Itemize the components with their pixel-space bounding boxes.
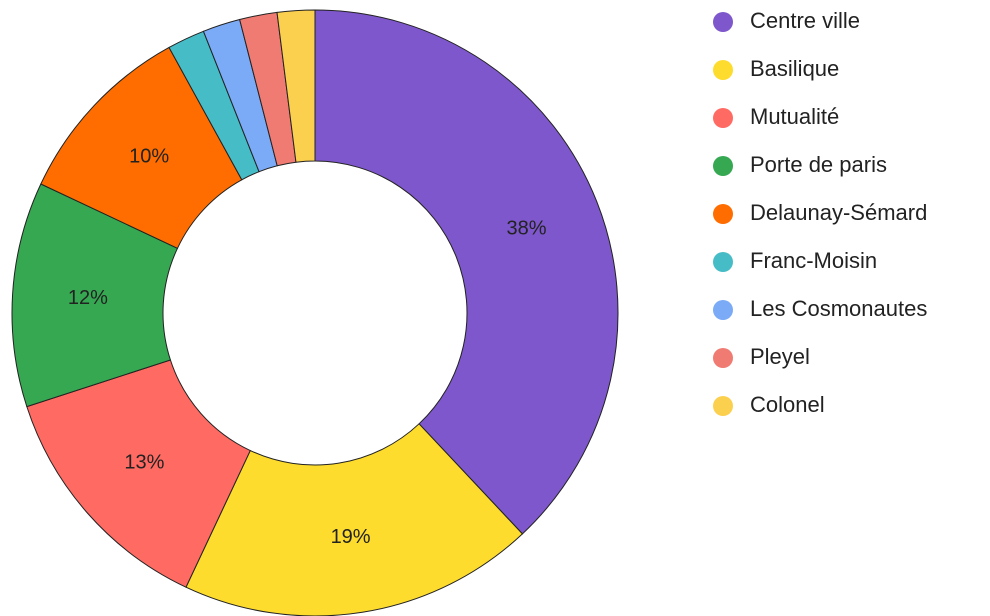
legend-label: Basilique bbox=[750, 56, 839, 81]
slice bbox=[185, 423, 524, 616]
slice bbox=[276, 9, 316, 163]
slice-label: 13% bbox=[124, 452, 164, 474]
slice-label: 10% bbox=[129, 146, 169, 168]
legend-swatch bbox=[713, 396, 733, 416]
slice bbox=[314, 9, 619, 535]
legend-swatch bbox=[713, 348, 733, 368]
legend-label: Mutualité bbox=[750, 104, 839, 129]
legend-swatch bbox=[713, 156, 733, 176]
legend-label: Centre ville bbox=[750, 8, 860, 33]
legend-label: Les Cosmonautes bbox=[750, 296, 927, 321]
legend-swatch bbox=[713, 60, 733, 80]
slice-label: 12% bbox=[68, 287, 108, 309]
legend-swatch bbox=[713, 252, 733, 272]
legend-label: Pleyel bbox=[750, 344, 810, 369]
legend-swatch bbox=[713, 12, 733, 32]
legend-label: Colonel bbox=[750, 392, 825, 417]
legend-swatch bbox=[713, 204, 733, 224]
legend-label: Franc-Moisin bbox=[750, 248, 877, 273]
slice-label: 19% bbox=[331, 526, 371, 548]
slice-label: 38% bbox=[507, 218, 547, 240]
legend-label: Porte de paris bbox=[750, 152, 887, 177]
legend-label: Delaunay-Sémard bbox=[750, 200, 927, 225]
slice bbox=[26, 359, 251, 588]
legend-swatch bbox=[713, 300, 733, 320]
legend-swatch bbox=[713, 108, 733, 128]
